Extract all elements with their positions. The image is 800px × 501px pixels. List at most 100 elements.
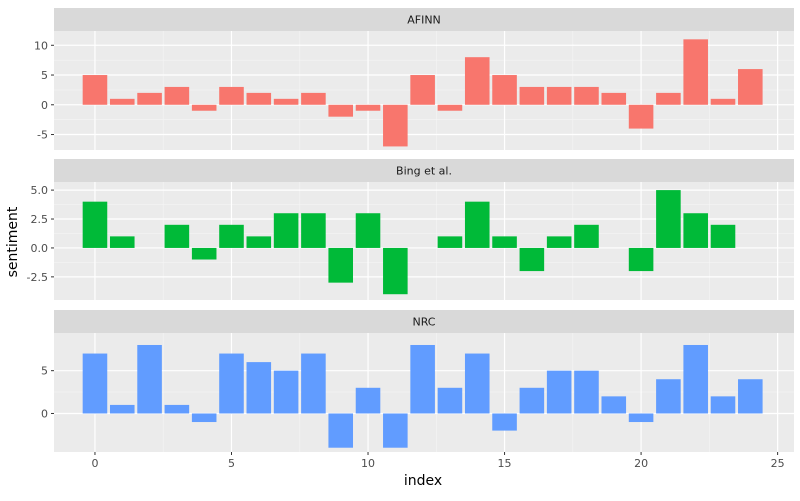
x-tick-label: 0 (91, 457, 98, 470)
bar (492, 413, 517, 431)
strip-title: NRC (412, 316, 435, 329)
x-tick-label: 15 (498, 457, 512, 470)
bar (82, 353, 108, 414)
bar (219, 353, 244, 414)
bar (410, 344, 435, 414)
panel-0: AFINN -5 0 5 10 (34, 8, 794, 150)
bar (464, 353, 490, 414)
bar (328, 247, 354, 283)
bar (628, 247, 654, 272)
bar (164, 404, 190, 414)
bar (164, 86, 190, 105)
bar (683, 213, 708, 248)
bar (574, 224, 599, 248)
bar (710, 98, 736, 105)
x-tick-label: 25 (771, 457, 785, 470)
bar (546, 86, 572, 105)
bar (437, 104, 463, 111)
strip-header (54, 8, 794, 31)
bar (301, 92, 326, 105)
bar (738, 69, 763, 105)
bar (656, 379, 681, 414)
bar (464, 57, 490, 105)
y-tick-label: 0 (41, 99, 48, 112)
bar (109, 404, 135, 414)
strip-header (54, 159, 794, 182)
y-tick-label: 5.0 (31, 184, 49, 197)
bar (710, 224, 736, 248)
bar (683, 39, 708, 105)
bar (82, 75, 108, 105)
x-tick-label: 10 (361, 457, 375, 470)
bar (437, 236, 463, 248)
bar (328, 104, 354, 117)
bar (246, 236, 272, 248)
bar (656, 190, 681, 248)
y-tick-label: 5 (41, 69, 48, 82)
bar (410, 75, 435, 105)
bar (273, 98, 299, 105)
bar (601, 396, 627, 414)
bar (519, 86, 545, 105)
bar (355, 387, 381, 414)
bar (519, 247, 545, 272)
y-tick-label: 0 (41, 407, 48, 420)
bar (219, 86, 244, 105)
strip-header (54, 310, 794, 333)
bar (191, 413, 217, 423)
bar (383, 104, 408, 147)
y-axis-title: sentiment (5, 206, 21, 277)
y-tick-label: 10 (34, 39, 48, 52)
bar (546, 370, 572, 414)
y-tick-label: 0.0 (31, 242, 49, 255)
chart-panels: AFINN -5 0 5 10 Bing et al. -2.5 0.0 2.5 5.0 NRC 0 5 (27, 8, 794, 452)
bar (191, 104, 217, 111)
strip-title: Bing et al. (396, 165, 452, 178)
bar (492, 75, 517, 105)
bar (574, 86, 599, 105)
bar (738, 379, 763, 414)
bar (109, 98, 135, 105)
bar (355, 104, 381, 111)
bar (546, 236, 572, 248)
bar (109, 236, 135, 248)
y-tick-label: 5 (41, 365, 48, 378)
y-tick-label: -2.5 (27, 271, 48, 284)
bar (246, 362, 272, 414)
x-tick-label: 20 (634, 457, 648, 470)
bar (355, 213, 381, 248)
bar (683, 344, 708, 414)
bar (383, 247, 408, 295)
bar (164, 224, 190, 248)
bar (301, 353, 326, 414)
x-axis-title: index (404, 473, 442, 489)
bar (273, 213, 299, 248)
bar (137, 344, 162, 414)
bar (246, 92, 272, 105)
bar (628, 104, 654, 129)
bar (574, 370, 599, 414)
panel-1: Bing et al. -2.5 0.0 2.5 5.0 (27, 159, 794, 300)
strip-title: AFINN (407, 14, 441, 27)
bar (219, 224, 244, 248)
bar (519, 387, 545, 414)
bar (383, 413, 408, 448)
bar (328, 413, 354, 448)
bar (437, 387, 463, 414)
bar (492, 236, 517, 248)
panel-2: NRC 0 5 (41, 310, 794, 452)
bar (464, 201, 490, 248)
bar (656, 92, 681, 105)
y-tick-label: 2.5 (31, 213, 49, 226)
bar (628, 413, 654, 423)
bar (191, 247, 217, 260)
bar (710, 396, 736, 414)
bar (273, 370, 299, 414)
y-tick-label: -5 (37, 129, 48, 142)
x-axis: 0 5 10 15 20 25 (91, 452, 785, 470)
bar (601, 92, 627, 105)
bar (301, 213, 326, 248)
x-tick-label: 5 (228, 457, 235, 470)
bar (137, 92, 162, 105)
